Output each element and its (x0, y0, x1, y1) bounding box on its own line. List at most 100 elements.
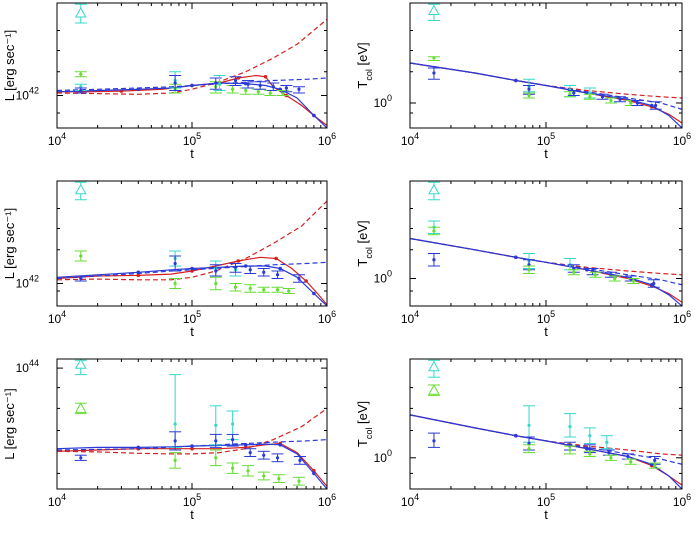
data-point (629, 101, 633, 105)
data-point (256, 90, 260, 94)
data-marker (229, 263, 242, 273)
data-point (432, 258, 436, 262)
data-point (173, 422, 177, 426)
data-point (568, 448, 572, 452)
data-marker (74, 402, 87, 415)
data-point (233, 285, 238, 289)
data-point (631, 279, 636, 283)
upper-limit-triangle (74, 402, 87, 413)
upper-limit-triangle (428, 360, 440, 372)
data-point (79, 456, 83, 460)
x-tick-label: 105 (183, 131, 201, 148)
series-point (312, 291, 316, 296)
data-marker (272, 474, 285, 483)
data-point (262, 474, 266, 478)
data-marker (292, 86, 305, 94)
series-line-red-solid (410, 414, 682, 486)
data-marker (427, 181, 440, 201)
x-tick-label: 104 (48, 309, 66, 326)
data-marker (74, 3, 87, 24)
data-point (248, 451, 252, 455)
data-marker (213, 75, 226, 91)
data-point (275, 288, 280, 292)
data-point (588, 95, 592, 99)
data-marker (567, 90, 580, 96)
data-marker (583, 427, 596, 444)
series-point (190, 446, 194, 451)
data-marker (169, 278, 182, 289)
data-point (231, 466, 235, 470)
x-tick-label: 104 (48, 131, 66, 148)
data-point (248, 286, 252, 291)
series-point (274, 256, 278, 261)
data-point (588, 447, 592, 451)
data-point (173, 261, 177, 266)
data-point (214, 456, 218, 460)
series-line-red-solid (57, 74, 327, 126)
upper-limit-triangle (74, 359, 87, 369)
y-axis-label: L [erg sec⁻¹] (2, 208, 17, 279)
data-point (79, 88, 83, 93)
data-marker (74, 359, 87, 376)
data-marker (209, 449, 222, 467)
data-marker (567, 269, 580, 276)
x-tick-label: 106 (318, 131, 336, 148)
x-tick-label: 106 (673, 131, 691, 148)
data-point (214, 269, 218, 273)
data-point (231, 438, 235, 442)
data-point (635, 101, 640, 105)
x-axis-label: t (544, 507, 548, 522)
data-marker (427, 226, 440, 236)
data-marker (608, 275, 621, 282)
data-point (262, 270, 266, 274)
y-tick-label: 100 (374, 269, 392, 286)
data-point (173, 81, 177, 85)
axes-frame (56, 2, 328, 129)
data-point (654, 103, 658, 108)
data-point (613, 276, 617, 281)
data-point (609, 456, 613, 460)
panel-middle-left: 104 105 106 1042 t L [erg sec⁻¹] (2, 180, 336, 339)
data-point (297, 276, 301, 281)
x-axis-label: t (190, 507, 194, 522)
data-point (275, 456, 280, 460)
x-axis-label: t (190, 146, 194, 161)
data-marker (523, 265, 536, 274)
data-marker (649, 101, 662, 110)
data-marker (257, 471, 270, 481)
panel-bottom-left: 104 105 106 1044 t L [erg sec⁻¹] (2, 358, 336, 522)
x-tick-label: 104 (401, 309, 419, 326)
x-tick-label: 106 (318, 309, 336, 326)
data-point (217, 82, 222, 86)
x-tick-label: 105 (537, 492, 555, 509)
data-point (173, 439, 177, 443)
data-point (214, 423, 218, 427)
panel-top-left: 104 105 106 1042 t L [erg sec⁻¹] (2, 2, 336, 161)
series-line-blue-solid (57, 443, 327, 489)
data-marker (169, 75, 182, 91)
plot-area (410, 181, 682, 306)
data-point (173, 458, 177, 462)
data-marker (563, 445, 576, 455)
series-point (190, 83, 194, 88)
plot-area (410, 359, 682, 489)
data-point (432, 71, 436, 75)
data-marker (631, 100, 644, 106)
data-point (572, 91, 576, 95)
data-marker (226, 85, 239, 94)
y-tick-label: 1042 (16, 86, 39, 103)
data-point (214, 281, 218, 286)
data-marker (257, 268, 270, 277)
data-marker (600, 435, 613, 450)
data-marker (523, 92, 536, 99)
x-tick-label: 106 (673, 492, 691, 509)
x-tick-label: 104 (401, 131, 419, 148)
data-point (527, 87, 531, 91)
series-line-blue-dashed (410, 237, 682, 286)
y-axis-label: Tcol [eV] (355, 42, 374, 88)
axes-frame (56, 180, 328, 307)
data-point (248, 268, 252, 272)
data-marker (427, 3, 440, 21)
upper-limit-triangle (428, 384, 440, 395)
axes-frame (409, 180, 683, 307)
